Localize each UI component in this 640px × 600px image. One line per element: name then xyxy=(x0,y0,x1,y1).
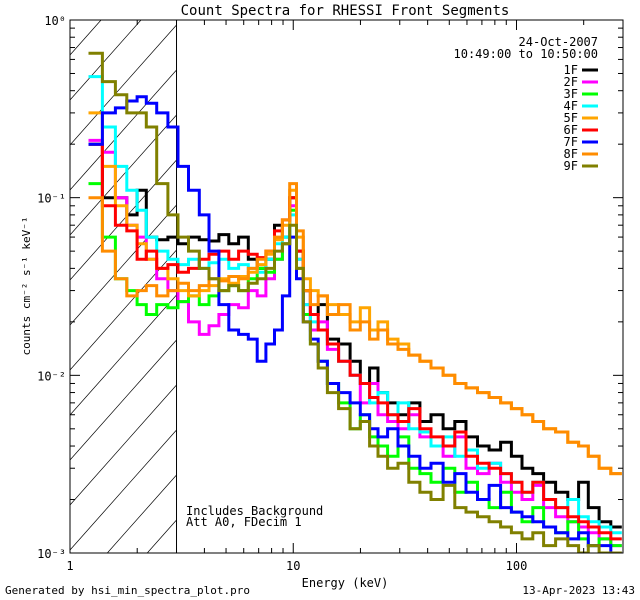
legend-label-8f: 8F xyxy=(564,147,578,161)
series-8f-line xyxy=(88,182,622,476)
excluded-hatch-line xyxy=(69,384,177,506)
footer-generated-by: Generated by hsi_min_spectra_plot.pro xyxy=(5,584,250,597)
y-tick-label: 10⁻² xyxy=(37,369,66,383)
x-tick-label: 10 xyxy=(286,559,300,573)
excluded-hatch-line xyxy=(69,249,177,371)
legend-label-7f: 7F xyxy=(564,135,578,149)
y-axis-ticks xyxy=(70,19,623,554)
date-label: 24-Oct-2007 xyxy=(519,35,598,49)
excluded-hatch-line xyxy=(69,19,102,56)
excluded-hatch-line xyxy=(69,114,177,236)
excluded-hatch-line xyxy=(69,24,177,146)
excluded-hatch-line xyxy=(69,19,142,101)
x-tick-label: 100 xyxy=(506,559,528,573)
excluded-hatch-line xyxy=(69,429,177,551)
excluded-hatch-line xyxy=(69,159,177,281)
series-6f-line xyxy=(88,142,622,541)
y-axis-label: counts cm⁻² s⁻¹ keV⁻¹ xyxy=(20,216,33,355)
x-axis-tick-labels: 1 10 100 xyxy=(66,559,527,573)
legend-label-9f: 9F xyxy=(564,159,578,173)
legend-label-1f: 1F xyxy=(564,63,578,77)
excluded-region xyxy=(69,19,178,554)
x-axis-label: Energy (keV) xyxy=(302,576,389,590)
series-layer xyxy=(88,51,622,553)
excluded-hatch-line xyxy=(107,474,177,554)
legend-label-5f: 5F xyxy=(564,111,578,125)
time-range-label: 10:49:00 to 10:50:00 xyxy=(454,47,599,61)
series-7f-line xyxy=(88,95,622,553)
excluded-hatch-line xyxy=(146,519,177,554)
annotation-attenuator: Att A0, FDecim 1 xyxy=(186,515,302,529)
y-tick-label: 10⁻³ xyxy=(37,547,66,561)
y-axis-tick-labels: 10⁰ 10⁻¹ 10⁻² 10⁻³ xyxy=(37,14,66,561)
excluded-hatch-line xyxy=(69,204,177,326)
x-axis-ticks xyxy=(69,20,624,553)
excluded-hatch-line xyxy=(69,339,177,461)
annotation-background: Includes Background xyxy=(186,504,323,518)
legend-label-6f: 6F xyxy=(564,123,578,137)
footer-timestamp: 13-Apr-2023 13:43 xyxy=(522,584,635,597)
y-tick-label: 10⁰ xyxy=(44,14,66,28)
x-tick-label: 1 xyxy=(66,559,73,573)
legend-label-4f: 4F xyxy=(564,99,578,113)
y-tick-label: 10⁻¹ xyxy=(37,192,66,206)
series-9f-line xyxy=(88,51,622,553)
plot-frame xyxy=(69,19,624,554)
legend-label-3f: 3F xyxy=(564,87,578,101)
excluded-hatch-line xyxy=(69,294,177,416)
chart-title: Count Spectra for RHESSI Front Segments xyxy=(181,3,510,19)
legend-label-2f: 2F xyxy=(564,75,578,89)
excluded-hatch-line xyxy=(69,69,177,191)
